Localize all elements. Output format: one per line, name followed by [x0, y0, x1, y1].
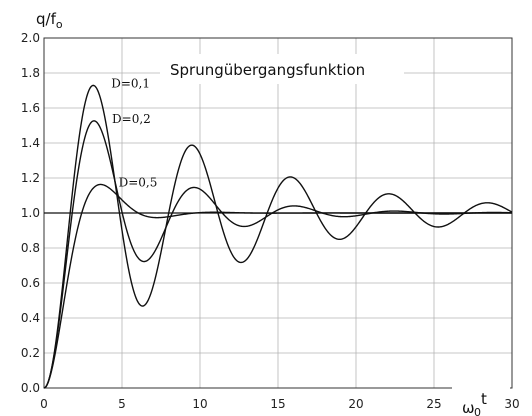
x-axis-label: ω 0 t: [452, 382, 510, 416]
series-labels: D=0,1 D=0,2 D=0,5: [111, 76, 157, 189]
series-label: D=0,5: [119, 175, 158, 189]
tick-labels: 0 5 10 15 20 25 30 0.0 0.2 0.4 0.6 0.8 1.0 1.2 1.4 1.6 1…: [21, 31, 520, 411]
x-axis-label-sup: t: [481, 390, 487, 408]
series-line-D05: [43, 183, 512, 389]
y-tick-label: 1.0: [21, 206, 40, 220]
chart-title-box: Sprungübergangsfunktion: [160, 54, 404, 84]
y-tick-label: 0.8: [21, 241, 40, 255]
x-tick-label: 30: [504, 397, 519, 411]
x-tick-label: 10: [192, 397, 207, 411]
series-line-D02: [43, 120, 513, 389]
x-tick-label: 0: [40, 397, 48, 411]
y-tick-label: 1.2: [21, 171, 40, 185]
y-tick-label: 1.6: [21, 101, 40, 115]
series-label: D=0,1: [111, 76, 150, 90]
y-axis-label-sub: o: [56, 18, 63, 31]
series-line-D01: [43, 84, 513, 389]
series-label: D=0,2: [112, 112, 151, 126]
y-axis-label: q/fo: [36, 10, 63, 31]
y-tick-label: 0.2: [21, 346, 40, 360]
y-tick-label: 1.4: [21, 136, 40, 150]
chart-title: Sprungübergangsfunktion: [170, 61, 365, 79]
y-tick-label: 0.6: [21, 276, 40, 290]
x-tick-label: 25: [426, 397, 441, 411]
y-tick-label: 1.8: [21, 66, 40, 80]
x-tick-label: 15: [270, 397, 285, 411]
x-tick-label: 5: [118, 397, 126, 411]
curves: [43, 84, 513, 389]
y-axis-label-main: q/f: [36, 10, 57, 28]
y-tick-label: 0.0: [21, 381, 40, 395]
y-tick-label: 2.0: [21, 31, 40, 45]
x-axis-label-main: ω: [462, 399, 475, 416]
x-axis-label-sub: 0: [474, 406, 481, 416]
x-tick-label: 20: [348, 397, 363, 411]
y-tick-label: 0.4: [21, 311, 40, 325]
